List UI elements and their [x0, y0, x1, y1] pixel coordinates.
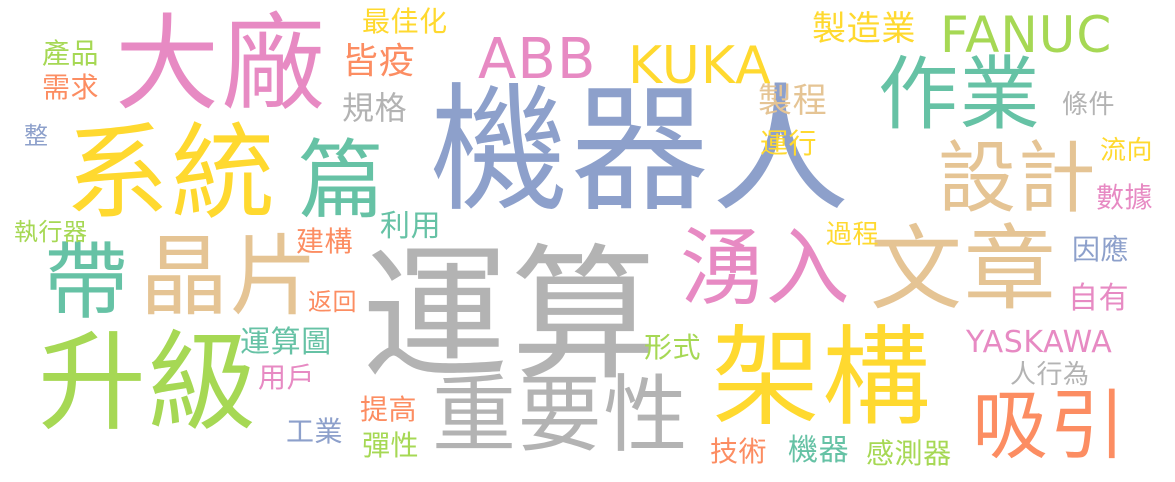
- word-jiqi: 機器: [788, 433, 850, 468]
- word-dachang: 大廠: [115, 3, 328, 125]
- word-liuxiang: 流向: [1100, 136, 1154, 166]
- word-pian: 篇: [298, 131, 386, 231]
- word-jishu: 技術: [710, 435, 768, 468]
- word-tigao: 提高: [360, 393, 418, 426]
- word-dai: 帶: [44, 233, 130, 331]
- word-jingpian: 晶片: [140, 225, 320, 328]
- word-kuka: KUKA: [628, 36, 772, 96]
- word-liyong: 利用: [380, 209, 442, 244]
- word-zhongyaoxing: 重要性: [432, 366, 690, 464]
- word-tanxing: 彈性: [362, 429, 420, 462]
- word-shengji: 升級: [38, 321, 259, 446]
- word-zhixingqi: 執行器: [14, 218, 88, 246]
- word-ziyou: 自有: [1068, 281, 1130, 316]
- word-yonghu: 用戶: [258, 361, 316, 394]
- word-xiyin: 吸引: [972, 381, 1128, 470]
- word-xuqiu: 需求: [42, 71, 100, 104]
- word-guige: 規格: [342, 89, 408, 127]
- word-wenzhang: 文章: [870, 216, 1058, 323]
- word-chanpin: 產品: [42, 37, 100, 70]
- word-renxingwei: 人行為: [1010, 360, 1090, 390]
- word-jieyi: 皆疫: [342, 41, 416, 82]
- word-yunsuantu: 運算圖: [240, 325, 332, 360]
- word-yinying: 因應: [1072, 233, 1130, 266]
- word-ganceqi: 感測器: [866, 437, 952, 470]
- word-gongye: 工業: [286, 415, 344, 448]
- word-fanhui: 返回: [308, 288, 357, 316]
- word-xingshi: 形式: [644, 331, 702, 364]
- word-zheng: 整: [24, 122, 49, 150]
- word-jiqiren: 機器人: [430, 70, 853, 231]
- word-yunxing: 運行: [760, 127, 818, 160]
- word-zhicheng: 製程: [758, 81, 828, 121]
- word-zuijiahua: 最佳化: [362, 5, 448, 38]
- word-tiaojian: 條件: [1062, 90, 1116, 120]
- word-jiagou: 架構: [712, 316, 933, 441]
- word-yaskawa: YASKAWA: [966, 325, 1113, 360]
- word-jiangou: 建構: [296, 225, 354, 258]
- word-sheji: 設計: [938, 134, 1098, 224]
- word-xitong: 系統: [65, 112, 278, 234]
- word-zuoye: 作業: [878, 48, 1042, 141]
- word-fanuc: FANUC: [940, 6, 1113, 64]
- word-yongru: 湧入: [680, 219, 852, 317]
- word-yunsuan: 運算: [362, 231, 660, 401]
- word-abb: ABB: [478, 27, 597, 92]
- word-guocheng: 過程: [826, 220, 880, 250]
- word-zhizaoye: 製造業: [812, 9, 917, 49]
- word-shuju: 數據: [1096, 181, 1154, 214]
